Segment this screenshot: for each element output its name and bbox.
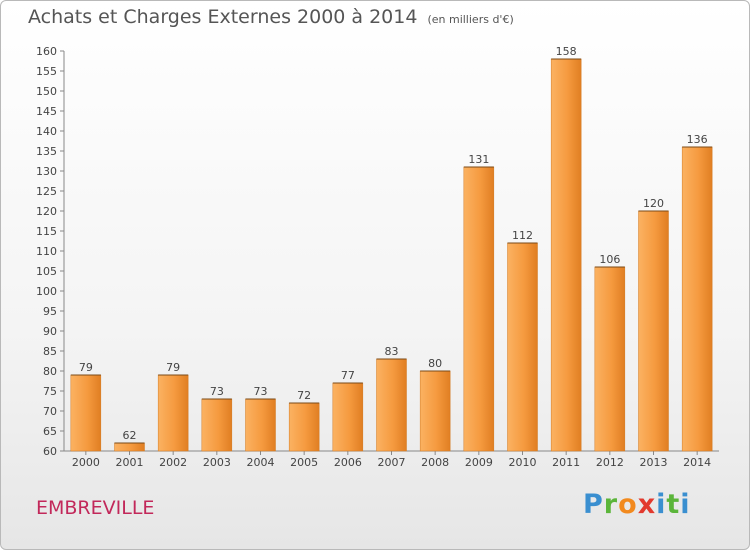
y-tick-label: 100 <box>36 285 57 298</box>
data-label-2001: 62 <box>123 429 137 442</box>
bar-2002 <box>157 374 189 452</box>
bar-2006 <box>332 382 364 452</box>
y-tick-label: 70 <box>43 405 57 418</box>
x-axis: 2000 2001 2002 2003 2004 2005 2006 2007 2008 2009… <box>64 450 719 469</box>
chart-subtitle: (en milliers d'€) <box>427 13 514 26</box>
data-label-2014: 136 <box>687 133 708 146</box>
data-label-2009: 131 <box>468 153 489 166</box>
x-tick-label-2004: 2004 <box>247 456 275 469</box>
bars: 79 62 79 73 73 72 77 83 80 131 112 158 106 120 136 <box>70 45 713 452</box>
bar-2005 <box>288 402 320 452</box>
y-tick-label: 60 <box>43 445 57 458</box>
x-tick-label-2013: 2013 <box>640 456 668 469</box>
x-tick-label-2005: 2005 <box>290 456 318 469</box>
data-label-2005: 72 <box>297 389 311 402</box>
data-label-2000: 79 <box>79 361 93 374</box>
data-label-2013: 120 <box>643 197 664 210</box>
data-label-2011: 158 <box>556 45 577 58</box>
y-tick-label: 65 <box>43 425 57 438</box>
y-tick-label: 105 <box>36 265 57 278</box>
bar-2001 <box>114 442 145 452</box>
x-tick-label-2009: 2009 <box>465 456 493 469</box>
data-label-2004: 73 <box>254 385 268 398</box>
y-tick-label: 90 <box>43 325 57 338</box>
x-tick-label-2002: 2002 <box>159 456 187 469</box>
y-tick-label: 155 <box>36 65 57 78</box>
y-tick-label: 85 <box>43 345 57 358</box>
bar-2008 <box>419 370 451 452</box>
data-label-2006: 77 <box>341 369 355 382</box>
chart-title: Achats et Charges Externes 2000 à 2014 (e… <box>28 6 514 28</box>
x-tick-label-2006: 2006 <box>334 456 362 469</box>
bar-2010 <box>507 242 538 452</box>
y-tick-label: 120 <box>36 205 57 218</box>
y-tick-label: 75 <box>43 385 57 398</box>
x-tick-label-2012: 2012 <box>596 456 624 469</box>
y-tick-label: 160 <box>36 45 57 58</box>
y-tick-label: 110 <box>36 245 57 258</box>
data-label-2002: 79 <box>166 361 180 374</box>
y-tick-label: 140 <box>36 125 57 138</box>
bar-2003 <box>201 398 233 452</box>
bar-2007 <box>376 358 407 452</box>
x-tick-label-2000: 2000 <box>72 456 100 469</box>
x-tick-label-2001: 2001 <box>116 456 144 469</box>
y-tick-label: 80 <box>43 365 57 378</box>
bar-2011 <box>550 58 582 452</box>
bar-2014 <box>681 146 713 452</box>
proxiti-logo: Proxiti <box>583 489 691 520</box>
y-tick-label: 115 <box>36 225 57 238</box>
data-label-2007: 83 <box>385 345 399 358</box>
y-tick-label: 135 <box>36 145 57 158</box>
data-label-2008: 80 <box>428 357 442 370</box>
bar-2012 <box>594 266 626 452</box>
x-tick-label-2011: 2011 <box>552 456 580 469</box>
y-tick-label: 95 <box>43 305 57 318</box>
data-label-2012: 106 <box>599 253 620 266</box>
y-tick-label: 130 <box>36 165 57 178</box>
bar-2000 <box>70 374 102 452</box>
y-tick-label: 145 <box>36 105 57 118</box>
x-tick-label-2010: 2010 <box>509 456 537 469</box>
bar-2004 <box>245 398 276 452</box>
x-tick-label-2007: 2007 <box>378 456 406 469</box>
town-name: EMBREVILLE <box>36 497 155 519</box>
y-axis: 60 65 70 75 80 85 90 95 100 105 110 115 120 125 130 135… <box>36 45 65 458</box>
data-label-2010: 112 <box>512 229 533 242</box>
y-tick-label: 150 <box>36 85 57 98</box>
bar-2013 <box>638 210 669 452</box>
data-label-2003: 73 <box>210 385 224 398</box>
y-tick-label: 125 <box>36 185 57 198</box>
x-tick-label-2003: 2003 <box>203 456 231 469</box>
x-tick-label-2014: 2014 <box>683 456 711 469</box>
bar-2009 <box>463 166 495 452</box>
x-tick-label-2008: 2008 <box>421 456 449 469</box>
